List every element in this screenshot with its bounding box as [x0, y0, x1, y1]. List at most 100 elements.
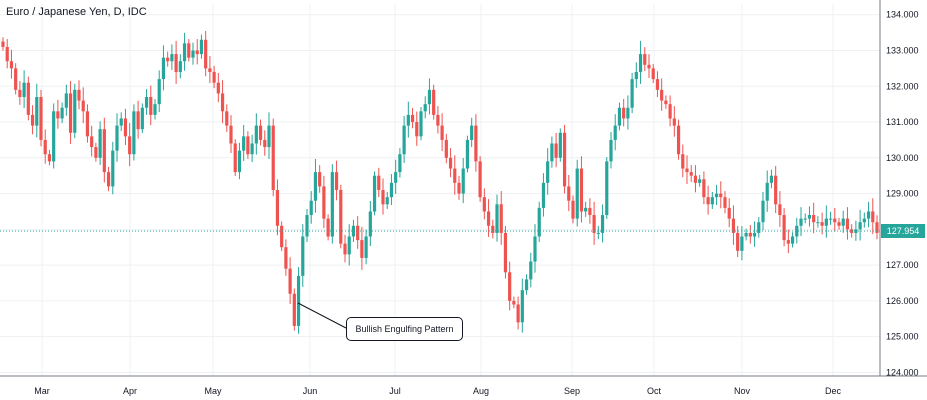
x-tick-label: Nov — [734, 386, 751, 396]
candle-body — [571, 200, 575, 219]
candle-body — [275, 190, 280, 226]
candle-body — [820, 222, 824, 226]
candle-body — [106, 172, 111, 187]
y-tick-label: 124.000 — [886, 367, 919, 377]
candle-body — [875, 222, 879, 233]
candle-body — [187, 43, 191, 58]
candle-body — [676, 125, 681, 155]
candle-body — [170, 54, 174, 62]
y-tick-label: 129.000 — [886, 189, 919, 199]
candle-body — [440, 125, 444, 140]
y-tick-label: 125.000 — [886, 332, 919, 342]
candle-body — [81, 100, 85, 112]
x-tick-label: May — [204, 386, 222, 396]
candle-body — [427, 89, 432, 105]
candle-body — [723, 197, 727, 208]
candle-body — [237, 150, 242, 173]
candle-body — [77, 89, 81, 101]
candle-body — [524, 279, 529, 291]
candle-body — [157, 79, 161, 105]
candle-body — [372, 175, 377, 212]
candle-body — [499, 204, 503, 233]
candle-body — [326, 218, 330, 237]
candle-body — [216, 82, 220, 94]
candle-body — [410, 114, 415, 123]
candle-body — [322, 186, 326, 219]
x-tick-label: Dec — [825, 386, 842, 396]
candle-body — [280, 225, 284, 248]
candle-body — [795, 225, 799, 237]
candle-body — [622, 107, 626, 119]
annotation-callout: Bullish Engulfing Pattern — [346, 317, 463, 341]
candle-body — [318, 172, 322, 187]
candle-body — [761, 200, 765, 223]
candle-body — [596, 232, 600, 234]
candle-body — [799, 218, 803, 226]
candle-body — [757, 222, 761, 233]
candle-body — [567, 186, 571, 201]
candle-body — [64, 93, 68, 108]
candle-body — [862, 218, 866, 223]
candle-body — [128, 136, 132, 155]
candle-body — [562, 132, 567, 187]
candle-body — [689, 172, 693, 176]
candle-body — [786, 240, 790, 244]
candle-body — [520, 290, 524, 323]
candle-body — [225, 111, 229, 126]
candle-body — [461, 168, 465, 194]
candle-body — [512, 300, 516, 305]
candle-body — [119, 118, 123, 126]
candle-body — [858, 222, 862, 230]
candles — [1, 31, 879, 334]
candle-body — [182, 43, 187, 62]
candle-body — [233, 143, 237, 173]
candle-body — [803, 218, 807, 220]
candle-body — [229, 125, 233, 144]
candle-body — [740, 236, 744, 251]
candle-body — [668, 104, 672, 119]
candle-body — [351, 225, 356, 237]
candle-body — [309, 200, 313, 216]
candle-body — [516, 304, 520, 323]
candle-body — [271, 125, 275, 190]
candle-body — [394, 172, 398, 183]
candle-body — [706, 197, 710, 205]
candle-body — [529, 261, 533, 280]
candle-body — [9, 61, 14, 69]
candle-body — [482, 197, 486, 212]
candle-body — [672, 118, 676, 126]
candle-body — [609, 139, 613, 162]
candle-body — [554, 143, 558, 158]
candle-body — [850, 229, 854, 233]
candle-body — [478, 161, 482, 198]
candle-body — [617, 107, 622, 126]
candle-body — [613, 125, 617, 140]
candle-body — [347, 236, 351, 255]
candle-body — [423, 104, 427, 112]
candle-body — [470, 125, 474, 140]
candle-body — [782, 215, 786, 241]
candle-body — [313, 172, 318, 201]
candle-body — [85, 111, 90, 137]
candle-body — [305, 215, 309, 237]
candle-body — [136, 111, 140, 130]
candle-body — [774, 175, 778, 205]
x-tick-label: Aug — [473, 386, 489, 396]
x-tick-label: Jul — [389, 386, 401, 396]
candle-body — [296, 275, 301, 326]
candle-body — [284, 247, 288, 269]
candle-body — [550, 143, 554, 162]
candle-body — [503, 232, 508, 273]
candle-body — [368, 211, 372, 237]
y-tick-label: 131.000 — [886, 117, 919, 127]
candle-body — [43, 139, 47, 155]
candle-body — [605, 161, 609, 216]
candle-body — [254, 125, 258, 144]
candle-body — [39, 97, 43, 140]
x-tick-label: Jun — [303, 386, 318, 396]
candle-body — [736, 232, 740, 251]
candle-body — [334, 172, 339, 190]
y-tick-label: 132.000 — [886, 81, 919, 91]
